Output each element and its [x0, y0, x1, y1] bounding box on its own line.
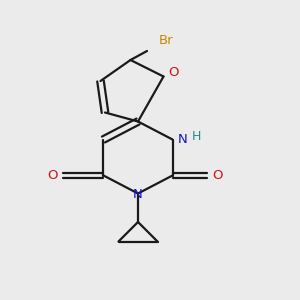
Text: N: N	[178, 133, 187, 146]
Text: O: O	[168, 66, 178, 79]
Text: N: N	[133, 188, 143, 201]
Text: O: O	[212, 169, 223, 182]
Text: Br: Br	[159, 34, 174, 47]
Text: O: O	[47, 169, 58, 182]
Text: H: H	[192, 130, 201, 143]
